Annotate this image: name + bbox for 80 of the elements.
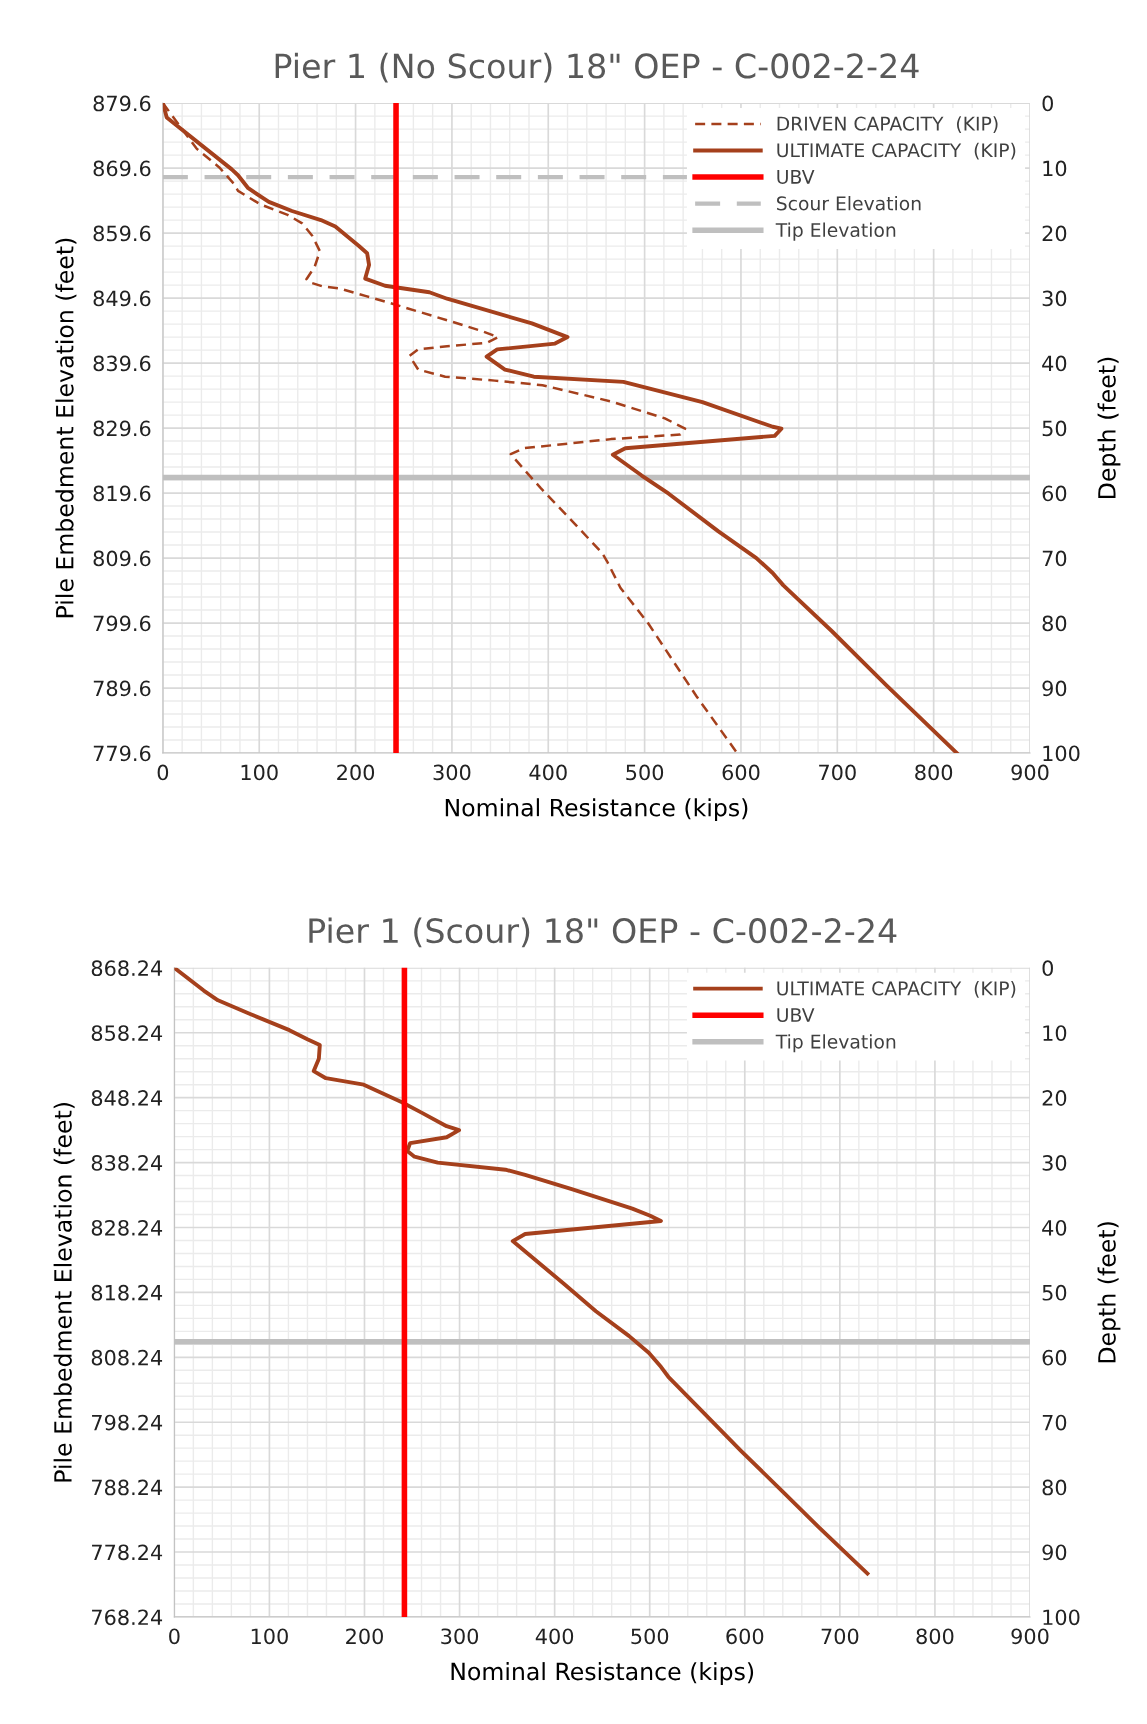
y-tick-label: 839.6 [93,355,151,372]
y2-tick-label: 10 [1043,160,1067,177]
x-tick-label: 600 [722,764,760,781]
y-tick-label: 868.24 [91,960,163,977]
y-tick-label: 779.6 [93,745,151,762]
y2-tick-label: 60 [1042,485,1067,502]
y-axis-title: Pile Embedment Elevation (feet) [53,1103,75,1482]
y-tick-label: 829.6 [93,420,151,437]
y-tick-label: 858.24 [91,1025,163,1041]
y2-tick-label: 70 [1042,550,1067,567]
y-tick-label: 789.6 [93,680,151,697]
y2-tick-label: 40 [1042,355,1067,372]
x-tick-label: 700 [821,1628,859,1645]
y2-tick-label: 70 [1042,1414,1067,1431]
y2-tick-label: 30 [1042,1155,1067,1171]
legend-label: UBV [777,169,815,184]
x-tick-label: 300 [441,1628,479,1645]
y-tick-label: 869.6 [93,160,151,177]
x-tick-label: 900 [1011,764,1049,781]
legend-label: Tip Elevation [775,1034,896,1053]
y2-tick-label: 10 [1043,1025,1067,1041]
y2-tick-label: 90 [1042,1544,1067,1561]
y2-tick-label: 50 [1042,1284,1067,1301]
chart-title: Pier 1 (No Scour) 18" OEP - C-002-2-24 [275,52,919,83]
x-tick-label: 700 [819,764,856,781]
x-tick-label: 200 [346,1628,383,1645]
legend-label: ULTIMATE CAPACITY (KIP) [777,142,1016,160]
x-axis-title: Nominal Resistance (kips) [451,1662,754,1685]
y2-tick-label: 40 [1042,1219,1067,1236]
y2-tick-label: 20 [1042,225,1067,242]
y-tick-label: 849.6 [93,290,151,307]
y2-tick-label: 0 [1042,960,1053,977]
x-tick-label: 0 [157,764,169,781]
y2-tick-label: 0 [1042,95,1053,112]
y-tick-label: 798.24 [92,1414,163,1431]
y2-tick-label: 100 [1043,1609,1080,1626]
y2-tick-label: 20 [1042,1090,1067,1106]
y2-tick-label: 30 [1042,290,1067,307]
x-tick-label: 0 [169,1628,180,1645]
x-axis-title: Nominal Resistance (kips) [445,798,748,822]
y-tick-label: 859.6 [93,225,151,242]
legend-label: ULTIMATE CAPACITY (KIP) [777,981,1016,998]
y-tick-label: 879.6 [93,95,151,112]
y2-tick-label: 100 [1043,745,1080,762]
y-axis-title: Pile Embedment Elevation (feet) [55,238,77,618]
x-tick-label: 100 [241,764,278,781]
legend-label: Scour Elevation [777,195,921,211]
y-tick-label: 809.6 [93,550,151,567]
x-tick-label: 600 [726,1628,764,1645]
y-tick-label: 828.24 [91,1219,163,1236]
x-tick-label: 900 [1011,1628,1049,1645]
y2-tick-label: 50 [1042,420,1067,437]
x-tick-label: 200 [337,764,375,781]
legend-label: DRIVEN CAPACITY (KIP) [777,116,998,133]
y-tick-label: 838.24 [91,1155,163,1171]
y-tick-label: 788.24 [92,1479,163,1496]
x-tick-label: 100 [251,1628,288,1645]
x-tick-label: 800 [915,764,953,781]
chart-title: Pier 1 (Scour) 18" OEP - C-002-2-24 [309,917,897,948]
y2-tick-label: 80 [1042,1479,1067,1496]
x-tick-label: 400 [529,764,567,781]
y-tick-label: 768.24 [92,1609,163,1626]
y-tick-label: 818.24 [91,1284,163,1301]
y2-axis-title: Depth (feet) [1097,357,1121,498]
x-tick-label: 300 [433,764,471,781]
y-tick-label: 799.6 [93,615,151,632]
y-tick-label: 808.24 [91,1349,163,1366]
y2-tick-label: 60 [1042,1349,1067,1366]
y-tick-label: 819.6 [93,485,151,502]
legend-label: UBV [777,1008,815,1023]
y2-tick-label: 90 [1042,680,1067,697]
y-tick-label: 848.24 [91,1090,163,1106]
x-tick-label: 400 [535,1628,574,1645]
x-tick-label: 800 [916,1628,954,1645]
x-tick-label: 500 [626,764,664,781]
legend-label: Tip Elevation [775,222,896,241]
y2-tick-label: 80 [1042,615,1067,632]
y-tick-label: 778.24 [92,1544,163,1561]
y2-axis-title: Depth (feet) [1097,1222,1121,1363]
x-tick-label: 500 [631,1628,669,1645]
